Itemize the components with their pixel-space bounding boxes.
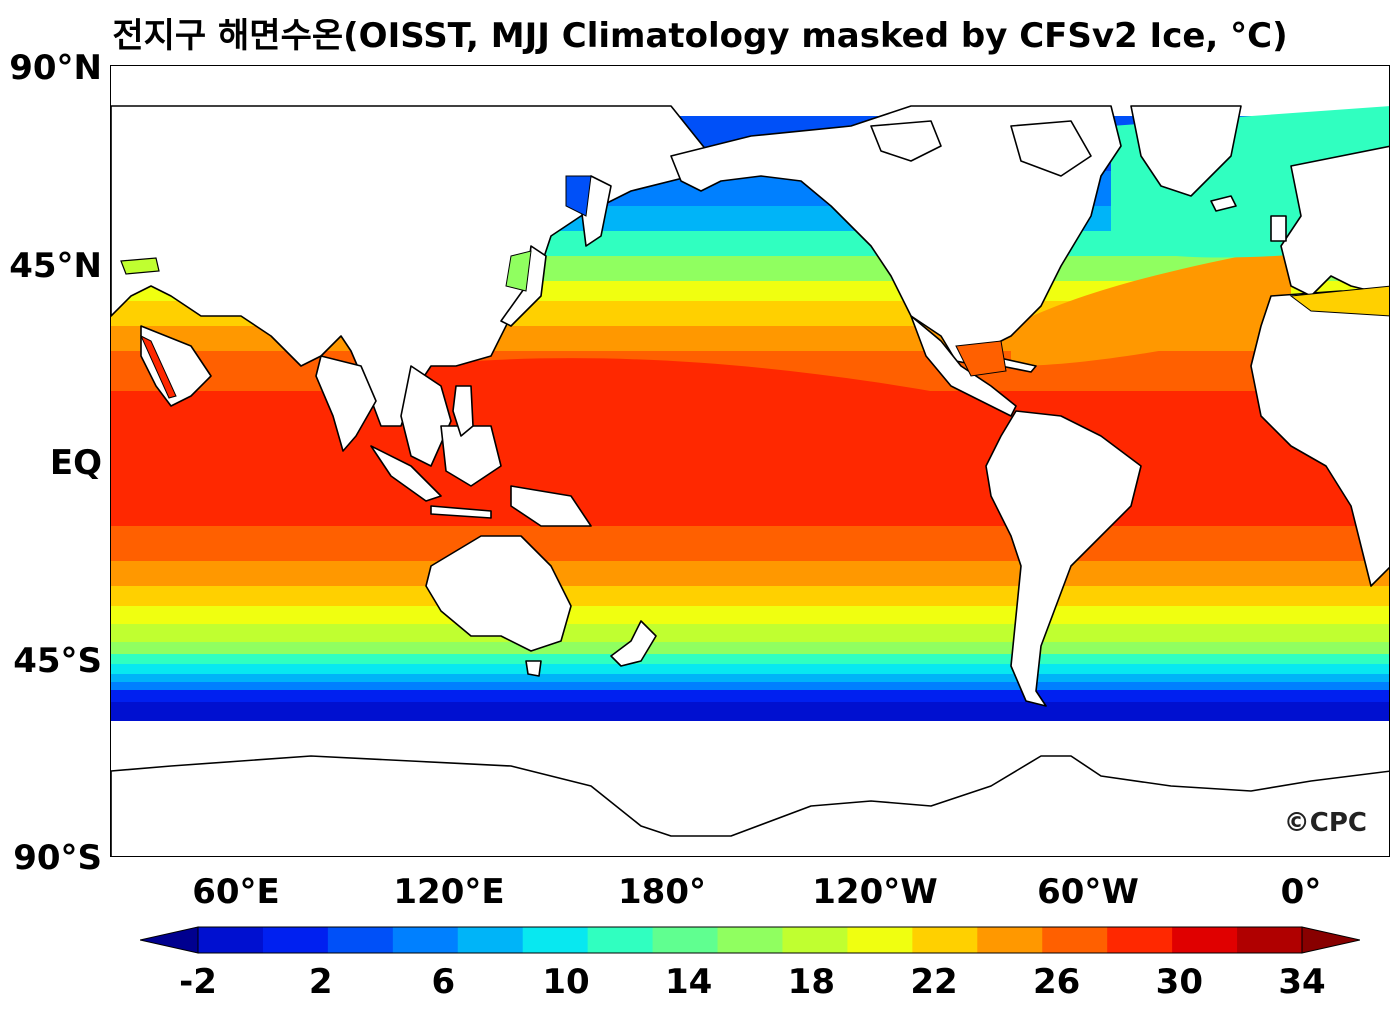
colorbar-segment: [977, 927, 1043, 953]
colorbar-tick-label: 22: [910, 962, 958, 1002]
sst-band-s10: [111, 526, 1389, 566]
colorbar-tick-label: 10: [542, 962, 590, 1002]
sst-band-s30: [111, 606, 1389, 628]
colorbar-extend-high: [1301, 926, 1360, 954]
lat-label-90n: 90°N: [9, 48, 102, 88]
colorbar-tick-label: 26: [1032, 962, 1081, 1002]
colorbar-segment: [847, 927, 913, 953]
land-masses: [111, 105, 1389, 856]
land-uk: [1270, 215, 1287, 242]
colorbar-extend-low: [140, 926, 199, 954]
land-africa: [1250, 290, 1389, 587]
land-new-zealand: [610, 620, 657, 667]
sst-band-s35: [111, 624, 1389, 646]
colorbar-segment: [1107, 927, 1173, 953]
colorbar-segment: [1042, 927, 1108, 953]
colorbar-tick-label: 14: [664, 962, 713, 1002]
sst-red-sea: [139, 334, 177, 399]
land-tasmania: [525, 660, 542, 677]
lon-label-60e: 60°E: [192, 872, 280, 912]
map-title: 전지구 해면수온(OISST, MJJ Climatology masked b…: [112, 16, 1288, 56]
colorbar-tick-label: -2: [179, 962, 217, 1002]
colorbar-tick-label: 2: [308, 962, 333, 1002]
colorbar-segment: [587, 927, 654, 953]
colorbar-segment: [717, 927, 783, 953]
colorbar-segment: [457, 927, 524, 953]
land-europe: [1280, 145, 1389, 297]
colorbar-tick-label: 34: [1278, 962, 1326, 1002]
sst-gulf-stream: [1011, 246, 1291, 366]
land-philippines: [452, 385, 474, 437]
land-greenland: [1130, 105, 1242, 197]
sst-black-sea: [120, 257, 160, 275]
colorbar-segment: [782, 927, 848, 953]
land-java: [430, 505, 492, 519]
sst-map-svg: [111, 66, 1389, 856]
colorbar-tick-label: 18: [787, 962, 835, 1002]
land-arabia: [140, 325, 212, 407]
land-central-america: [910, 315, 1017, 417]
lon-label-60w: 60°W: [1037, 872, 1139, 912]
land-baffin: [1010, 120, 1092, 177]
sst-mediterranean: [1289, 285, 1389, 317]
colorbar-segment: [392, 927, 459, 953]
land-indochina: [400, 365, 452, 467]
land-south-america: [985, 410, 1142, 707]
sst-gulf-of-mexico: [955, 340, 1007, 377]
sst-map: ©CPC: [110, 65, 1390, 857]
sst-band-s57: [111, 702, 1389, 724]
sst-sea-of-japan: [505, 250, 532, 292]
land-borneo: [440, 425, 502, 487]
land-canada-islands: [870, 120, 942, 162]
land-india: [315, 355, 377, 452]
colorbar-segment: [652, 927, 719, 953]
cpc-credit: ©CPC: [1283, 808, 1367, 838]
colorbar-segment: [1172, 927, 1238, 953]
lat-label-90s: 90°S: [13, 838, 102, 878]
lon-label-120e: 120°E: [393, 872, 505, 912]
colorbar-segment: [1237, 927, 1303, 953]
land-australia: [425, 535, 572, 652]
sst-okhotsk: [565, 175, 592, 217]
land-antarctica: [111, 755, 1389, 856]
land-iceland: [1210, 195, 1237, 212]
lat-label-eq: EQ: [49, 443, 102, 483]
lat-label-45n: 45°N: [9, 246, 102, 286]
lon-label-120w: 120°W: [812, 872, 938, 912]
colorbar-segment: [198, 927, 264, 953]
colorbar-segment: [327, 927, 394, 953]
lon-label-180: 180°: [618, 872, 706, 912]
lon-label-0: 0°: [1280, 872, 1322, 912]
sst-warm-pool: [411, 358, 1011, 512]
colorbar-tick-label: 6: [431, 962, 456, 1002]
land-new-guinea: [510, 485, 592, 527]
colorbar-segment: [522, 927, 589, 953]
colorbar-tick-label: 30: [1155, 962, 1203, 1002]
colorbar-segment: [912, 927, 978, 953]
colorbar: [140, 926, 1360, 954]
land-sumatra: [370, 445, 442, 502]
colorbar-segment: [262, 927, 329, 953]
lat-label-45s: 45°S: [13, 641, 102, 681]
